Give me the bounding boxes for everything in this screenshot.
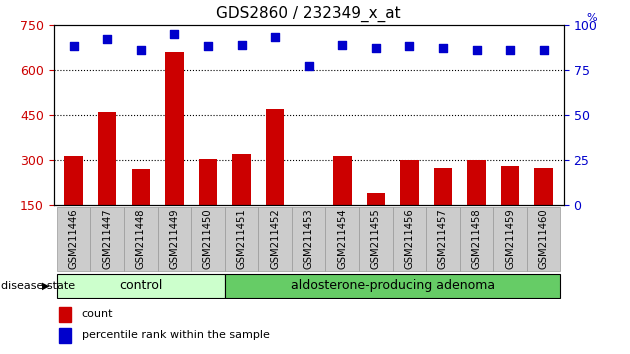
Bar bbox=[534, 168, 553, 205]
Text: aldosterone-producing adenoma: aldosterone-producing adenoma bbox=[290, 279, 495, 292]
Bar bbox=[467, 160, 486, 205]
Bar bbox=[501, 166, 519, 205]
Point bbox=[539, 47, 549, 53]
Text: GSM211454: GSM211454 bbox=[337, 209, 347, 269]
Text: GSM211449: GSM211449 bbox=[169, 209, 180, 269]
Bar bbox=[191, 207, 225, 271]
Bar bbox=[493, 207, 527, 271]
Point bbox=[505, 47, 515, 53]
Text: GSM211453: GSM211453 bbox=[304, 209, 314, 269]
Text: GSM211451: GSM211451 bbox=[236, 209, 246, 269]
Bar bbox=[165, 52, 183, 205]
Text: GSM211455: GSM211455 bbox=[371, 209, 381, 269]
Bar bbox=[91, 207, 124, 271]
Text: GSM211448: GSM211448 bbox=[136, 209, 146, 269]
Bar bbox=[460, 207, 493, 271]
Bar bbox=[333, 156, 352, 205]
Text: GSM211457: GSM211457 bbox=[438, 209, 448, 269]
Title: GDS2860 / 232349_x_at: GDS2860 / 232349_x_at bbox=[216, 6, 401, 22]
Text: count: count bbox=[82, 309, 113, 319]
Point bbox=[304, 63, 314, 69]
Point bbox=[371, 45, 381, 51]
Text: GSM211460: GSM211460 bbox=[539, 209, 549, 269]
Point bbox=[404, 44, 415, 49]
Bar bbox=[326, 207, 359, 271]
Point bbox=[270, 35, 280, 40]
Bar bbox=[64, 156, 83, 205]
Text: percentile rank within the sample: percentile rank within the sample bbox=[82, 330, 270, 341]
Text: GSM211452: GSM211452 bbox=[270, 209, 280, 269]
Bar bbox=[359, 207, 392, 271]
Bar bbox=[158, 207, 191, 271]
Point bbox=[102, 36, 112, 42]
Bar bbox=[225, 274, 561, 298]
Text: GSM211458: GSM211458 bbox=[472, 209, 481, 269]
Bar bbox=[57, 274, 225, 298]
Bar bbox=[59, 307, 71, 322]
Point bbox=[438, 45, 448, 51]
Bar bbox=[266, 109, 284, 205]
Bar bbox=[400, 160, 419, 205]
Point bbox=[69, 44, 79, 49]
Point bbox=[236, 42, 246, 47]
Bar bbox=[232, 154, 251, 205]
Point bbox=[471, 47, 481, 53]
Text: GSM211459: GSM211459 bbox=[505, 209, 515, 269]
Bar bbox=[392, 207, 427, 271]
Bar bbox=[59, 328, 71, 343]
Bar bbox=[198, 159, 217, 205]
Text: GSM211447: GSM211447 bbox=[102, 209, 112, 269]
Bar bbox=[367, 193, 385, 205]
Point bbox=[169, 31, 180, 37]
Text: GSM211456: GSM211456 bbox=[404, 209, 415, 269]
Text: ▶: ▶ bbox=[42, 281, 50, 291]
Bar bbox=[57, 207, 91, 271]
Text: control: control bbox=[119, 279, 163, 292]
Bar bbox=[427, 207, 460, 271]
Text: %: % bbox=[587, 13, 597, 23]
Bar bbox=[225, 207, 258, 271]
Bar bbox=[98, 112, 117, 205]
Point bbox=[136, 47, 146, 53]
Bar bbox=[527, 207, 561, 271]
Bar bbox=[434, 168, 452, 205]
Point bbox=[337, 42, 347, 47]
Text: GSM211446: GSM211446 bbox=[69, 209, 79, 269]
Bar bbox=[132, 169, 150, 205]
Text: GSM211450: GSM211450 bbox=[203, 209, 213, 269]
Text: disease state: disease state bbox=[1, 281, 76, 291]
Point bbox=[203, 44, 213, 49]
Bar bbox=[124, 207, 158, 271]
Bar bbox=[258, 207, 292, 271]
Bar bbox=[299, 205, 318, 206]
Bar bbox=[292, 207, 326, 271]
